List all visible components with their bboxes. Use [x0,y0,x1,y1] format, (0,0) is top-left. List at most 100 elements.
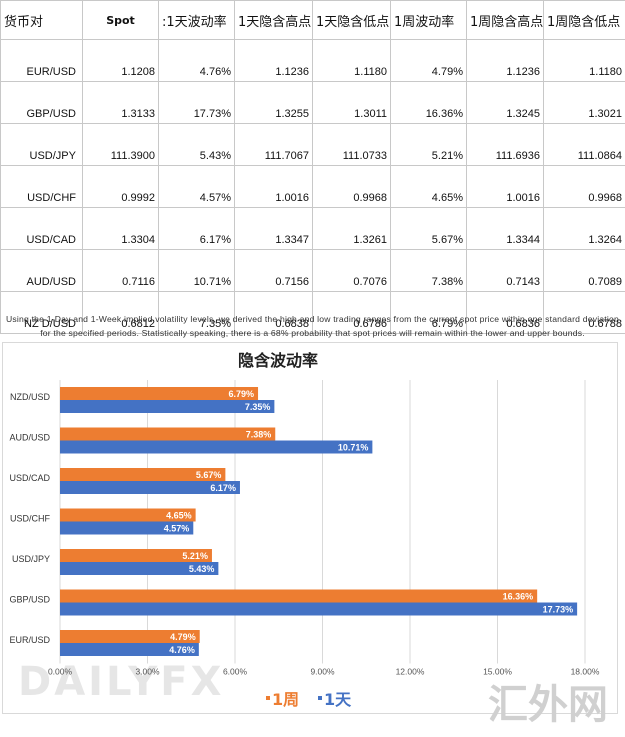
table-row: USD/CHF 0.9992 4.57% 1.0016 0.9968 4.65% 1.001… [0,165,625,208]
table-row: USD/CAD 1.3304 6.17% 1.3347 1.3261 5.67% 1.334… [0,207,625,250]
bar-week [60,427,276,441]
cell-1w-low: 0.9968 [543,165,625,208]
cell-1w-vol: 5.67% [390,207,467,250]
cell-spot: 0.7116 [82,249,159,292]
cell-1w-low: 0.6788 [543,291,625,334]
data-label: 16.36% [503,592,534,602]
volatility-chart-panel: DAILYFX 0.00% 3.00% 6.00% 9.00% 12.00% 15.00% 1… [0,340,625,737]
data-label: 4.65% [166,511,192,521]
bar-week [60,589,538,603]
cell-1d-high: 1.1236 [234,39,313,82]
data-label: 4.76% [169,645,195,655]
bar-day [60,602,578,616]
bar-week [60,468,226,481]
cell-1d-high: 1.3255 [234,81,313,124]
cell-1w-high: 1.3344 [466,207,544,250]
cell-spot: 1.3133 [82,81,159,124]
data-label: 4.79% [170,632,196,642]
legend-swatch-week [266,696,270,700]
cell-1d-high: 1.0016 [234,165,313,208]
table-header-row: 货币对 Spot :1天波动率 1天隐含高点 1天隐含低点 1周波动率 1周隐含… [0,0,625,40]
bar-week [60,387,259,400]
data-label: 7.35% [245,402,271,412]
cell-1d-vol: 4.76% [158,39,235,82]
category-label: NZD/USD [10,392,50,402]
cell-1d-vol: 17.73% [158,81,235,124]
table-row: USD/JPY 111.3900 5.43% 111.7067 111.0733 5.21… [0,123,625,166]
x-tick-label: 3.00% [135,667,160,677]
cell-1d-low: 0.9968 [312,165,391,208]
cell-1w-vol: 16.36% [390,81,467,124]
cell-1d-high: 0.6838 [234,291,313,334]
bar-week [60,630,200,643]
cell-spot: 0.6812 [82,291,159,334]
category-label: USD/CAD [9,473,50,483]
category-label: USD/CHF [10,514,51,524]
cell-1w-low: 111.0864 [543,123,625,166]
bar-day [60,643,199,656]
site-watermark: 汇外网 [488,682,608,728]
cell-1d-low: 1.3261 [312,207,391,250]
cell-1w-vol: 7.38% [390,249,467,292]
data-label: 10.71% [338,443,369,453]
cell-1w-high: 1.0016 [466,165,544,208]
cell-1d-vol: 6.17% [158,207,235,250]
cell-spot: 0.9992 [82,165,159,208]
x-tick-label: 18.00% [571,667,600,677]
header-1w-low: 1周隐含低点 [543,0,625,40]
cell-pair: USD/CAD [0,207,83,250]
cell-pair: USD/JPY [0,123,83,166]
bar-day [60,440,373,454]
bar-day [60,521,194,535]
cell-pair: AUD/USD [0,249,83,292]
table-row: EUR/USD 1.1208 4.76% 1.1236 1.1180 4.79% 1.123… [0,39,625,82]
data-label: 6.17% [210,483,236,493]
cell-1d-vol: 10.71% [158,249,235,292]
table-row: AUD/USD 0.7116 10.71% 0.7156 0.7076 7.38% 0.71… [0,249,625,292]
x-tick-label: 6.00% [223,667,248,677]
cell-1d-high: 111.7067 [234,123,313,166]
cell-1w-high: 1.3245 [466,81,544,124]
bar-week [60,549,212,562]
dailyfx-watermark: DAILYFX [18,659,224,705]
legend-swatch-day [318,696,322,700]
header-1d-low: 1天隐含低点 [312,0,391,40]
cell-pair: USD/CHF [0,165,83,208]
cell-1d-low: 111.0733 [312,123,391,166]
cell-1w-low: 1.3264 [543,207,625,250]
bar-day [60,481,240,494]
cell-1w-vol: 4.79% [390,39,467,82]
x-tick-label: 9.00% [310,667,335,677]
data-label: 5.43% [189,564,215,574]
data-label: 5.21% [182,551,208,561]
chart-title: 隐含波动率 [238,351,318,370]
bar-week [60,508,196,522]
bar-day [60,400,275,413]
category-label: AUD/USD [9,433,50,443]
header-1w-high: 1周隐含高点 [466,0,544,40]
header-1w-vol: 1周波动率 [390,0,467,40]
cell-1d-vol: 4.57% [158,165,235,208]
legend-label-day: 1天 [324,690,352,709]
cell-1d-low: 1.3011 [312,81,391,124]
header-spot: Spot [82,0,159,40]
header-1d-high: 1天隐含高点 [234,0,313,40]
cell-pair: GBP/USD [0,81,83,124]
x-tick-label: 12.00% [396,667,425,677]
cell-1d-low: 1.1180 [312,39,391,82]
table-row: GBP/USD 1.3133 17.73% 1.3255 1.3011 16.36% 1.3… [0,81,625,124]
cell-1w-high: 111.6936 [466,123,544,166]
cell-1d-high: 0.7156 [234,249,313,292]
bar-day [60,562,219,575]
x-tick-label: 15.00% [483,667,512,677]
cell-pair: EUR/USD [0,39,83,82]
cell-1d-high: 1.3347 [234,207,313,250]
x-tick-label: 0.00% [48,667,73,677]
cell-1w-low: 1.3021 [543,81,625,124]
cell-1d-low: 0.7076 [312,249,391,292]
header-1d-vol: :1天波动率 [158,0,235,40]
cell-1w-low: 0.7089 [543,249,625,292]
table-footnote: Using the 1-Day and 1-Week implied volat… [6,314,619,338]
data-label: 7.38% [246,430,272,440]
